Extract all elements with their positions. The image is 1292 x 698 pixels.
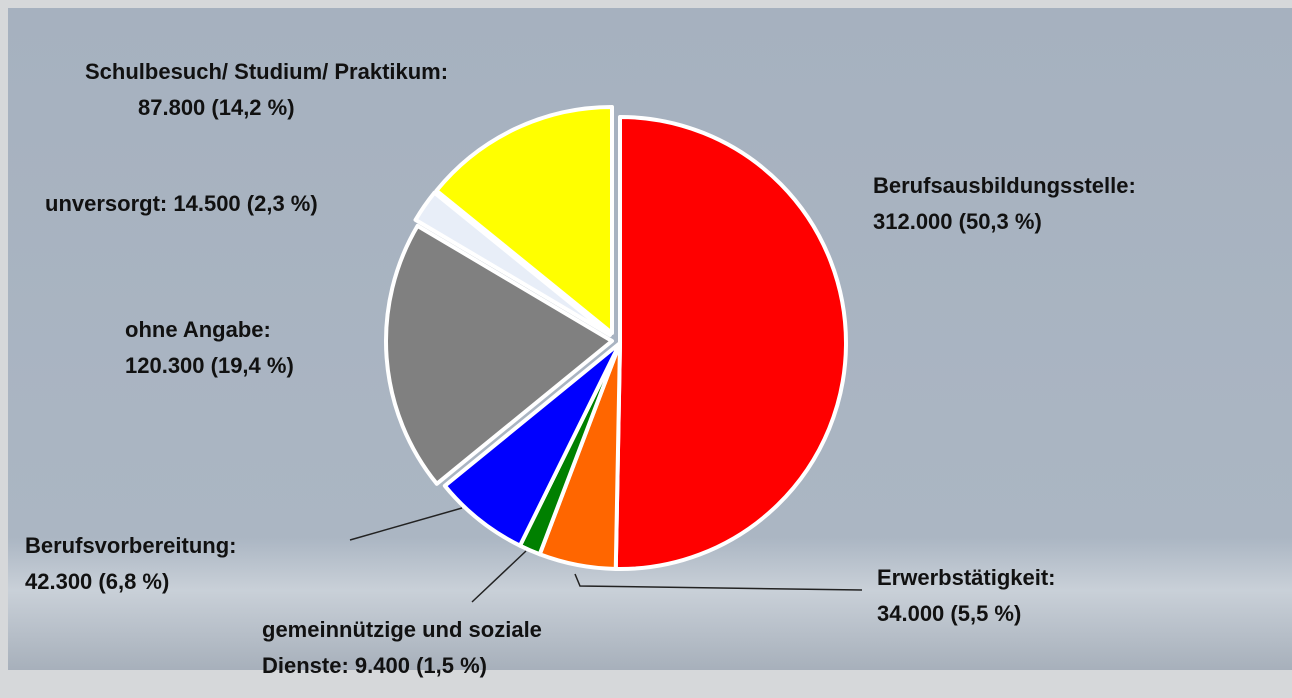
pie-slice [384,223,614,486]
slice-label: gemeinnützige und soziale Dienste: 9.400… [262,612,582,684]
value-label: 120.300 (19,4 %) [125,353,294,378]
pie-slice [413,190,612,337]
category-label: Berufsausbildungsstelle: [873,173,1136,198]
category-label: Berufsvorbereitung: [25,533,237,558]
slice-label: unversorgt: 14.500 (2,3 %) [45,186,465,222]
pie-slice [434,105,614,335]
category-label: unversorgt: [45,191,168,216]
value-label: 9.400 (1,5 %) [354,653,487,678]
pie-slice [613,115,849,571]
category-label: ohne Angabe: [125,317,271,342]
slice-label: ohne Angabe: 120.300 (19,4 %) [125,312,425,384]
slice-label: Berufsausbildungsstelle: 312.000 (50,3 %… [873,168,1253,240]
value-label: 42.300 (6,8 %) [25,569,170,594]
value-label: 14.500 (2,3 %) [173,191,318,216]
slice-label: Berufsvorbereitung: 42.300 (6,8 %) [25,528,345,600]
category-label: Schulbesuch/ Studium/ Praktikum: [85,59,449,84]
category-label: Erwerbstätigkeit: [877,565,1056,590]
slice-label: Erwerbstätigkeit: 34.000 (5,5 %) [877,560,1177,632]
leader-line [574,573,863,591]
leader-lines [349,507,863,603]
pie-slice [442,341,622,548]
category-label: gemeinnützige und soziale Dienste: [262,617,542,678]
slice-label: Schulbesuch/ Studium/ Praktikum: 87.800 … [85,54,583,126]
leader-line [471,550,527,603]
leader-line [349,507,463,541]
value-label: 34.000 (5,5 %) [877,601,1022,626]
value-label: 312.000 (50,3 %) [873,209,1042,234]
value-label: 87.800 (14,2 %) [138,95,295,120]
